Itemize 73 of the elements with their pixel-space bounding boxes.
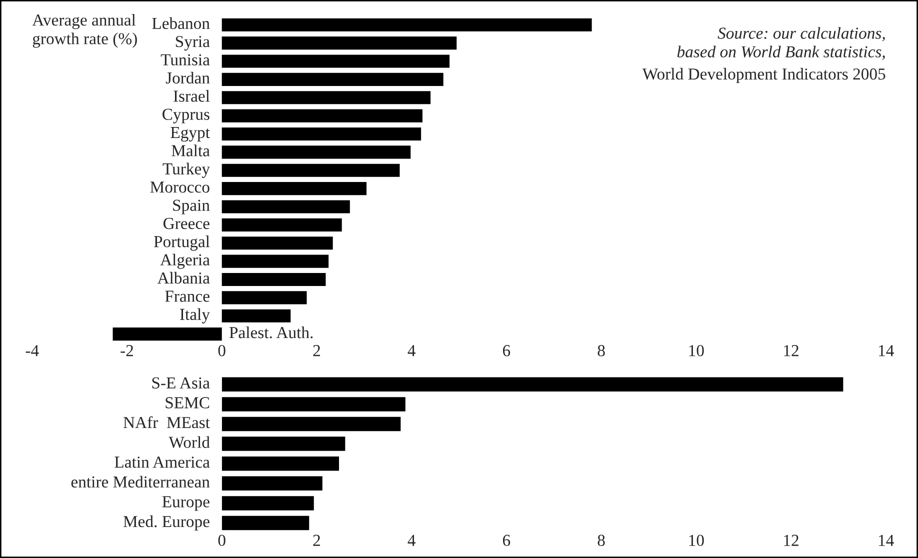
- y-tick-label: Egypt: [170, 127, 210, 142]
- y-tick-label: Turkey: [162, 162, 210, 178]
- bar: [222, 397, 406, 412]
- x-tick-label: -2: [120, 345, 134, 356]
- y-tick-label: Lebanon: [152, 17, 210, 30]
- bar: [222, 254, 329, 268]
- bar: [222, 516, 310, 530]
- bar: [222, 456, 339, 471]
- y-tick-label: Jordan: [166, 72, 210, 84]
- y-tick-label: Algeria: [160, 254, 210, 269]
- bar: [222, 36, 457, 50]
- y-tick-label: Greece: [164, 218, 210, 230]
- y-tick-label: World: [168, 436, 210, 448]
- y-tick-label: Latin America: [114, 456, 210, 468]
- y-tick-label: Morocco: [150, 182, 210, 193]
- y-tick-label: SEMC: [166, 397, 210, 408]
- x-tick-label: 12: [784, 534, 798, 546]
- bar: [222, 272, 326, 286]
- bar: [222, 54, 450, 68]
- bar: [112, 328, 222, 341]
- y-tick-label: Spain: [173, 200, 210, 214]
- bar: [222, 291, 307, 304]
- bar: [222, 18, 592, 32]
- x-tick-label: 4: [408, 534, 416, 546]
- x-tick-label: 2: [313, 534, 320, 546]
- y-tick-label: France: [165, 290, 210, 302]
- x-tick-label: 10: [689, 345, 704, 356]
- bar: [222, 218, 342, 232]
- y-tick-label: S-E Asia: [152, 377, 210, 389]
- x-tick-label: 8: [598, 534, 605, 546]
- x-tick-label: 6: [502, 345, 510, 356]
- bar: [222, 236, 333, 250]
- bar: [222, 182, 367, 196]
- bar: [222, 91, 431, 104]
- x-tick-label: 14: [879, 534, 894, 546]
- y-tick-label: Cyprus: [162, 108, 210, 124]
- y-axis-title: Average annual growth rate (%): [32, 14, 137, 48]
- y-tick-label: NAfr MEast: [123, 416, 210, 428]
- bar: [222, 416, 401, 432]
- x-tick-label: -4: [26, 345, 39, 356]
- bar: [222, 164, 400, 177]
- bar: [222, 309, 291, 322]
- x-tick-label: 10: [689, 534, 704, 546]
- bar: [222, 377, 844, 392]
- bar: [222, 496, 314, 510]
- bar: [222, 436, 346, 451]
- x-tick-label: 12: [784, 345, 798, 356]
- annotation: Source: our calculations, based on World Bank statistics,: [677, 27, 885, 60]
- x-tick-label: 4: [408, 345, 416, 356]
- annotation: World Development Indicators 2005: [642, 68, 886, 84]
- bar: [222, 109, 422, 122]
- y-tick-label: Med. Europe: [123, 515, 210, 531]
- y-tick-label: Europe: [162, 496, 210, 511]
- bar: [222, 146, 411, 159]
- y-tick-label: Tunisia: [160, 54, 210, 66]
- y-tick-label: Syria: [176, 36, 210, 51]
- bar: [222, 72, 444, 86]
- x-tick-label: 0: [218, 345, 226, 356]
- bar: [222, 200, 350, 214]
- x-tick-label: 2: [313, 345, 320, 356]
- bar: [222, 476, 322, 491]
- y-tick-label: Israel: [174, 90, 210, 102]
- y-tick-label: Albania: [157, 272, 210, 284]
- y-tick-label: Malta: [172, 144, 210, 156]
- y-tick-label: entire Mediterranean: [71, 476, 210, 488]
- bar: [222, 127, 422, 141]
- x-tick-label: 0: [218, 534, 226, 546]
- x-tick-label: 14: [879, 345, 894, 356]
- x-tick-label: 6: [502, 534, 510, 546]
- y-tick-label: Portugal: [154, 236, 210, 251]
- y-tick-label: Italy: [180, 308, 210, 324]
- y-tick-label: Palest. Auth.: [229, 326, 313, 338]
- x-tick-label: 8: [598, 345, 605, 356]
